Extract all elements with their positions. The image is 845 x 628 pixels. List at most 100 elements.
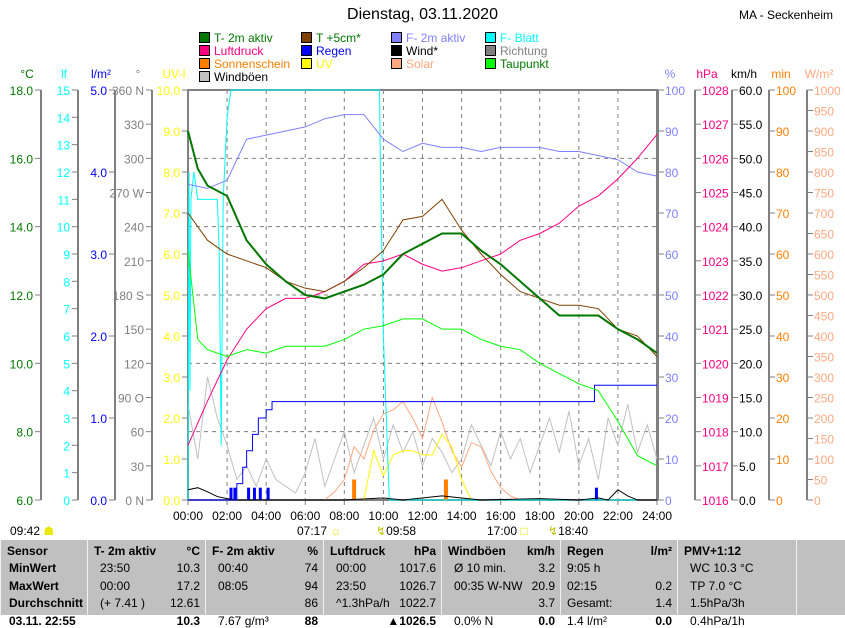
- legend-swatch: [485, 45, 496, 56]
- legend-label: Wind*: [406, 44, 439, 58]
- legend-item: T +5cm*: [301, 32, 361, 45]
- axis-tick-label: 0 N: [125, 494, 144, 508]
- table-cell-label: 00:40: [218, 561, 249, 575]
- legend-item: F- 2m aktiv: [391, 32, 465, 45]
- axis-tick-label: 5: [63, 357, 70, 371]
- axis-tick-label: 8.0: [16, 426, 33, 440]
- axis-tick-label: 6.0: [163, 248, 180, 262]
- table-cell-label: 7.67 g/m³: [218, 614, 269, 628]
- axis-unit-label: min: [771, 67, 790, 81]
- axis-unit-label: hPa: [696, 67, 718, 81]
- axis-tick-label: 240: [124, 221, 144, 235]
- series-t-5cm-: [187, 198, 658, 357]
- legend-label: T +5cm*: [316, 31, 361, 45]
- table-column: PMV+1:12 WC 10.3 °C TP 7.0 °C 1.5hPa/3h 0.4h…: [677, 540, 797, 628]
- moonrise: 09:42 ☗: [10, 524, 54, 538]
- table-header: PMV+1:12: [684, 544, 742, 558]
- table-cell-value: 10.3: [176, 614, 200, 628]
- axis-tick-label: 850: [814, 146, 834, 160]
- legend-swatch: [199, 45, 210, 56]
- axis-tick-label: 80: [665, 166, 679, 180]
- axis-tick-label: 60: [665, 248, 679, 262]
- table-cell-value: 1026.7: [399, 579, 436, 593]
- axis-tick-label: 1028: [702, 84, 729, 98]
- table-cell-value: 94: [304, 579, 318, 593]
- axis-tick-label: 550: [814, 269, 834, 283]
- rain-bar: [247, 487, 251, 500]
- x-axis-tick-label: 00:00: [173, 509, 203, 523]
- axis-tick-label: 20: [776, 412, 790, 426]
- axis-tick-label: 3: [63, 412, 70, 426]
- axis-tick-label: 1.0: [90, 412, 107, 426]
- axis-tick-label: 100: [776, 84, 796, 98]
- legend-swatch: [301, 58, 312, 69]
- axis-k: 60.0 55.0 50.0 45.0 40.0 35.0 30.0 25.0 20.0 15.0…: [731, 67, 763, 508]
- axis-unit-label: lf: [61, 67, 68, 81]
- axis-tick-label: 18.0: [10, 84, 34, 98]
- axis-tick-label: 2.0: [163, 412, 180, 426]
- axis-tick-label: 10: [776, 453, 790, 467]
- table-cell-label: 1.5hPa/3h: [690, 596, 745, 610]
- series-f-blatt: [187, 89, 657, 501]
- axis-tick-label: 350: [814, 351, 834, 365]
- axis-unit-label: W/m²: [805, 67, 834, 81]
- table-cell-label: 0.0% N: [454, 614, 494, 628]
- axis-tick-label: 40.0: [739, 221, 763, 235]
- x-axis-tick-label: 02:00: [212, 509, 242, 523]
- legend-item: Sonnenschein: [199, 58, 290, 71]
- table-cell-label: Ø 10 min.: [454, 561, 507, 575]
- legend-swatch: [485, 32, 496, 43]
- series-uv: [363, 433, 472, 501]
- axis-tick-label: 1: [63, 467, 70, 481]
- table-cell-value: 17.2: [176, 579, 200, 593]
- legend-label: Solar: [406, 57, 435, 71]
- legend-label: Sonnenschein: [214, 57, 291, 71]
- table-cell-value: 0.0: [538, 614, 555, 628]
- legend-swatch: [391, 58, 402, 69]
- axis-tick-label: 60: [131, 426, 145, 440]
- table-cell-value: 3.2: [538, 561, 555, 575]
- axis-tick-label: 7.0: [163, 207, 180, 221]
- axis-tick-label: 90: [665, 125, 679, 139]
- table-cell-label: 00:00: [336, 561, 367, 575]
- axis-tick-label: 60: [776, 248, 790, 262]
- table-cell-label: 1.4 l/m²: [567, 614, 608, 628]
- axis-tick-label: 360 N: [112, 84, 144, 98]
- axis-tick-label: 150: [814, 433, 834, 447]
- series-f-2m-aktiv: [187, 114, 658, 189]
- axis-tick-label: 10: [57, 221, 71, 235]
- axis-tick-label: 12.0: [10, 289, 34, 303]
- moonset: ↯18:40: [548, 524, 588, 538]
- axis-tick-label: 120: [124, 357, 144, 371]
- legend-item: Taupunkt: [485, 58, 549, 71]
- axis-tick-label: 900: [814, 125, 834, 139]
- axis-tick-label: 13: [57, 139, 71, 153]
- axis-tick-label: 8: [63, 275, 70, 289]
- axis-unit-label: °C: [20, 67, 34, 81]
- moon-transit-time: 09:58: [386, 524, 417, 538]
- table-cell-label: (+ 7.41 ): [100, 596, 146, 610]
- axis-tick-label: 30: [776, 371, 790, 385]
- axis-tick-label: 90 O: [118, 392, 144, 406]
- legend-label: F- 2m aktiv: [406, 31, 466, 45]
- axis-tick-label: 20.0: [739, 357, 763, 371]
- axis-tick-label: 50: [665, 289, 679, 303]
- axis-tick-label: 300: [124, 152, 144, 166]
- sunset: 17:00 □: [487, 524, 528, 538]
- table-cell-label: 23:50: [100, 561, 131, 575]
- axis-tick-label: 30: [665, 371, 679, 385]
- axis-tick-label: 800: [814, 166, 834, 180]
- axis-tick-label: 0: [776, 494, 783, 508]
- axis-tick-label: 7: [63, 303, 70, 317]
- table-cell-value: 10.3: [176, 561, 200, 575]
- series-windb-en: [187, 376, 658, 494]
- axis-tick-label: 650: [814, 228, 834, 242]
- axis-tick-label: 10: [665, 453, 679, 467]
- axis-unit-label: %: [665, 67, 676, 81]
- axis-tick-label: 40: [665, 330, 679, 344]
- axis-tick-label: 0.0: [739, 494, 756, 508]
- table-cell-value: 1.4: [655, 596, 672, 610]
- sunset-time: 17:00: [487, 524, 518, 538]
